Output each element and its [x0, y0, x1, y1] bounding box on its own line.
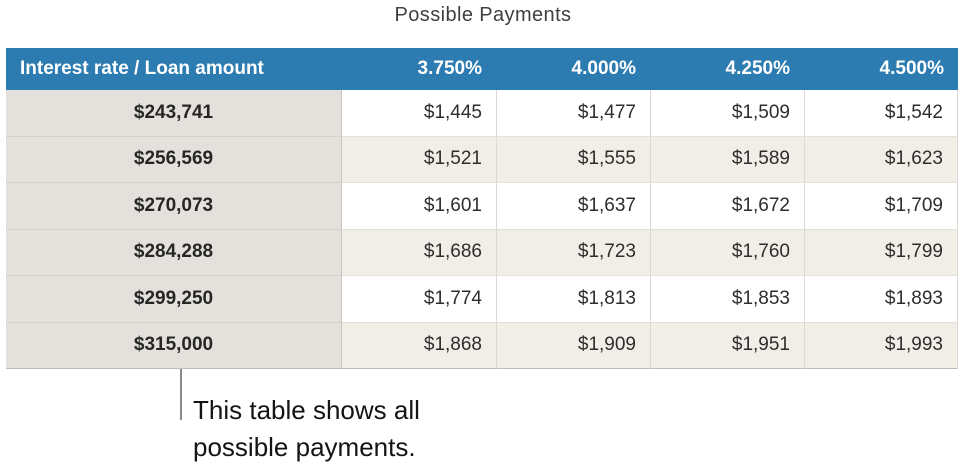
- payment-cell[interactable]: $1,813: [496, 276, 650, 323]
- payment-cell[interactable]: $1,686: [342, 229, 496, 276]
- payment-cell[interactable]: $1,637: [496, 183, 650, 230]
- loan-amount-cell[interactable]: $256,569: [6, 136, 342, 183]
- loan-amount-cell[interactable]: $243,741: [6, 90, 342, 137]
- loan-amount-cell[interactable]: $315,000: [6, 322, 342, 369]
- payment-cell[interactable]: $1,589: [650, 136, 804, 183]
- payment-cell[interactable]: $1,951: [650, 322, 804, 369]
- table-row: $256,569 $1,521 $1,555 $1,589 $1,623: [6, 136, 958, 183]
- loan-amount-cell[interactable]: $270,073: [6, 183, 342, 230]
- payment-cell[interactable]: $1,672: [650, 183, 804, 230]
- callout-connector-line: [180, 369, 182, 420]
- payment-cell[interactable]: $1,760: [650, 229, 804, 276]
- payment-cell[interactable]: $1,893: [804, 276, 958, 323]
- payment-cell[interactable]: $1,868: [342, 322, 496, 369]
- payment-cell[interactable]: $1,521: [342, 136, 496, 183]
- payment-cell[interactable]: $1,774: [342, 276, 496, 323]
- payment-cell[interactable]: $1,993: [804, 322, 958, 369]
- table-row: $299,250 $1,774 $1,813 $1,853 $1,893: [6, 276, 958, 323]
- possible-payments-table: Interest rate / Loan amount 3.750% 4.000…: [6, 48, 958, 369]
- payment-cell[interactable]: $1,909: [496, 322, 650, 369]
- header-cell-label[interactable]: Interest rate / Loan amount: [20, 58, 264, 79]
- payment-cell[interactable]: $1,799: [804, 229, 958, 276]
- table-header-row: Interest rate / Loan amount 3.750% 4.000…: [6, 48, 958, 90]
- callout-text: This table shows all possible payments.: [193, 395, 420, 462]
- table-row: $270,073 $1,601 $1,637 $1,672 $1,709: [6, 183, 958, 230]
- loan-amount-cell[interactable]: $284,288: [6, 229, 342, 276]
- table-row: $284,288 $1,686 $1,723 $1,760 $1,799: [6, 229, 958, 276]
- table-row: $243,741 $1,445 $1,477 $1,509 $1,542: [6, 90, 958, 137]
- payment-cell[interactable]: $1,623: [804, 136, 958, 183]
- payment-cell[interactable]: $1,509: [650, 90, 804, 137]
- table-title: Possible Payments: [394, 4, 572, 26]
- header-cell-rate[interactable]: 3.750%: [417, 58, 482, 79]
- header-cell-rate[interactable]: 4.000%: [571, 58, 636, 79]
- payment-cell[interactable]: $1,601: [342, 183, 496, 230]
- payment-cell[interactable]: $1,853: [650, 276, 804, 323]
- payment-cell[interactable]: $1,555: [496, 136, 650, 183]
- payment-cell[interactable]: $1,542: [804, 90, 958, 137]
- header-cell-rate[interactable]: 4.500%: [879, 58, 944, 79]
- header-cell-rate[interactable]: 4.250%: [725, 58, 790, 79]
- payment-cell[interactable]: $1,709: [804, 183, 958, 230]
- table-row: $315,000 $1,868 $1,909 $1,951 $1,993: [6, 322, 958, 369]
- payment-cell[interactable]: $1,723: [496, 229, 650, 276]
- loan-amount-cell[interactable]: $299,250: [6, 276, 342, 323]
- payment-cell[interactable]: $1,445: [342, 90, 496, 137]
- payment-cell[interactable]: $1,477: [496, 90, 650, 137]
